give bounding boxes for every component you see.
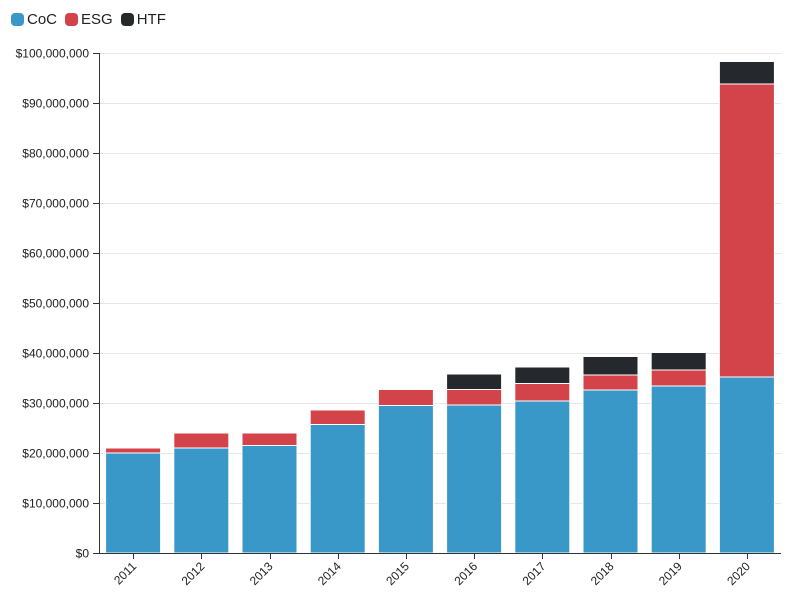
bar-esg-2014[interactable] bbox=[309, 409, 366, 425]
bar-coc-2019[interactable] bbox=[650, 385, 707, 554]
x-tick-label: 2018 bbox=[588, 559, 617, 588]
y-tick-label: $60,000,000 bbox=[22, 247, 89, 261]
y-tick-label: $30,000,000 bbox=[22, 397, 89, 411]
bar-esg-2019[interactable] bbox=[650, 369, 707, 387]
bar-esg-2011[interactable] bbox=[105, 447, 162, 454]
y-tick-label: $90,000,000 bbox=[22, 97, 89, 111]
bar-esg-2016[interactable] bbox=[446, 389, 503, 406]
legend-label-htf: HTF bbox=[136, 11, 166, 28]
x-tick-label: 2016 bbox=[451, 559, 480, 588]
bar-coc-2011[interactable] bbox=[105, 452, 162, 554]
y-tick-label: $100,000,000 bbox=[16, 47, 90, 61]
y-tick-label: $10,000,000 bbox=[22, 497, 89, 511]
axes bbox=[99, 53, 781, 554]
legend-label-coc: CoC bbox=[27, 11, 58, 28]
x-tick-label: 2015 bbox=[383, 559, 412, 588]
bars bbox=[105, 61, 775, 554]
x-tick-label: 2020 bbox=[724, 559, 753, 588]
bar-esg-2018[interactable] bbox=[582, 374, 639, 391]
bar-esg-2013[interactable] bbox=[241, 432, 298, 446]
y-axis-ticks: $0 $10,000,000 $20,000,000 $30,000,000 $40,0… bbox=[16, 47, 99, 561]
bar-htf-2017[interactable] bbox=[514, 366, 571, 384]
bar-coc-2017[interactable] bbox=[514, 400, 571, 554]
y-tick-label: $70,000,000 bbox=[22, 197, 89, 211]
y-tick-label: $0 bbox=[76, 547, 90, 561]
bar-coc-2015[interactable] bbox=[377, 405, 434, 554]
x-tick-label: 2017 bbox=[520, 559, 549, 588]
bar-htf-2019[interactable] bbox=[650, 352, 707, 371]
legend-item-htf[interactable]: HTF bbox=[120, 11, 166, 28]
x-axis-ticks: 2011 2012 2013 2014 2015 2016 2017 2018 2019 2020 bbox=[111, 553, 753, 588]
y-tick-label: $50,000,000 bbox=[22, 297, 89, 311]
legend: CoC ESG HTF bbox=[11, 11, 174, 28]
x-tick-label: 2014 bbox=[315, 559, 344, 588]
bar-htf-2018[interactable] bbox=[582, 356, 639, 376]
y-tick-label: $80,000,000 bbox=[22, 147, 89, 161]
y-tick-label: $20,000,000 bbox=[22, 447, 89, 461]
bar-coc-2016[interactable] bbox=[446, 404, 503, 554]
x-tick-label: 2013 bbox=[247, 559, 276, 588]
bar-esg-2017[interactable] bbox=[514, 383, 571, 402]
x-tick-label: 2011 bbox=[111, 559, 139, 587]
legend-item-esg[interactable]: ESG bbox=[65, 11, 113, 28]
x-tick-label: 2012 bbox=[179, 559, 208, 588]
legend-swatch-esg bbox=[65, 13, 79, 26]
legend-swatch-htf bbox=[120, 13, 134, 26]
bar-htf-2016[interactable] bbox=[446, 373, 503, 390]
x-tick-label: 2019 bbox=[656, 559, 685, 588]
bar-coc-2013[interactable] bbox=[241, 445, 298, 554]
bar-esg-2012[interactable] bbox=[173, 432, 230, 449]
bar-coc-2012[interactable] bbox=[173, 447, 230, 554]
bar-htf-2020[interactable] bbox=[718, 61, 775, 85]
legend-item-coc[interactable]: CoC bbox=[11, 11, 57, 28]
bar-esg-2020[interactable] bbox=[718, 83, 775, 378]
bar-coc-2018[interactable] bbox=[582, 389, 639, 554]
bar-coc-2014[interactable] bbox=[309, 424, 366, 554]
legend-label-esg: ESG bbox=[81, 11, 113, 28]
y-tick-label: $40,000,000 bbox=[22, 347, 89, 361]
bar-coc-2020[interactable] bbox=[718, 376, 775, 554]
bar-esg-2015[interactable] bbox=[377, 389, 434, 406]
legend-swatch-coc bbox=[11, 13, 24, 26]
